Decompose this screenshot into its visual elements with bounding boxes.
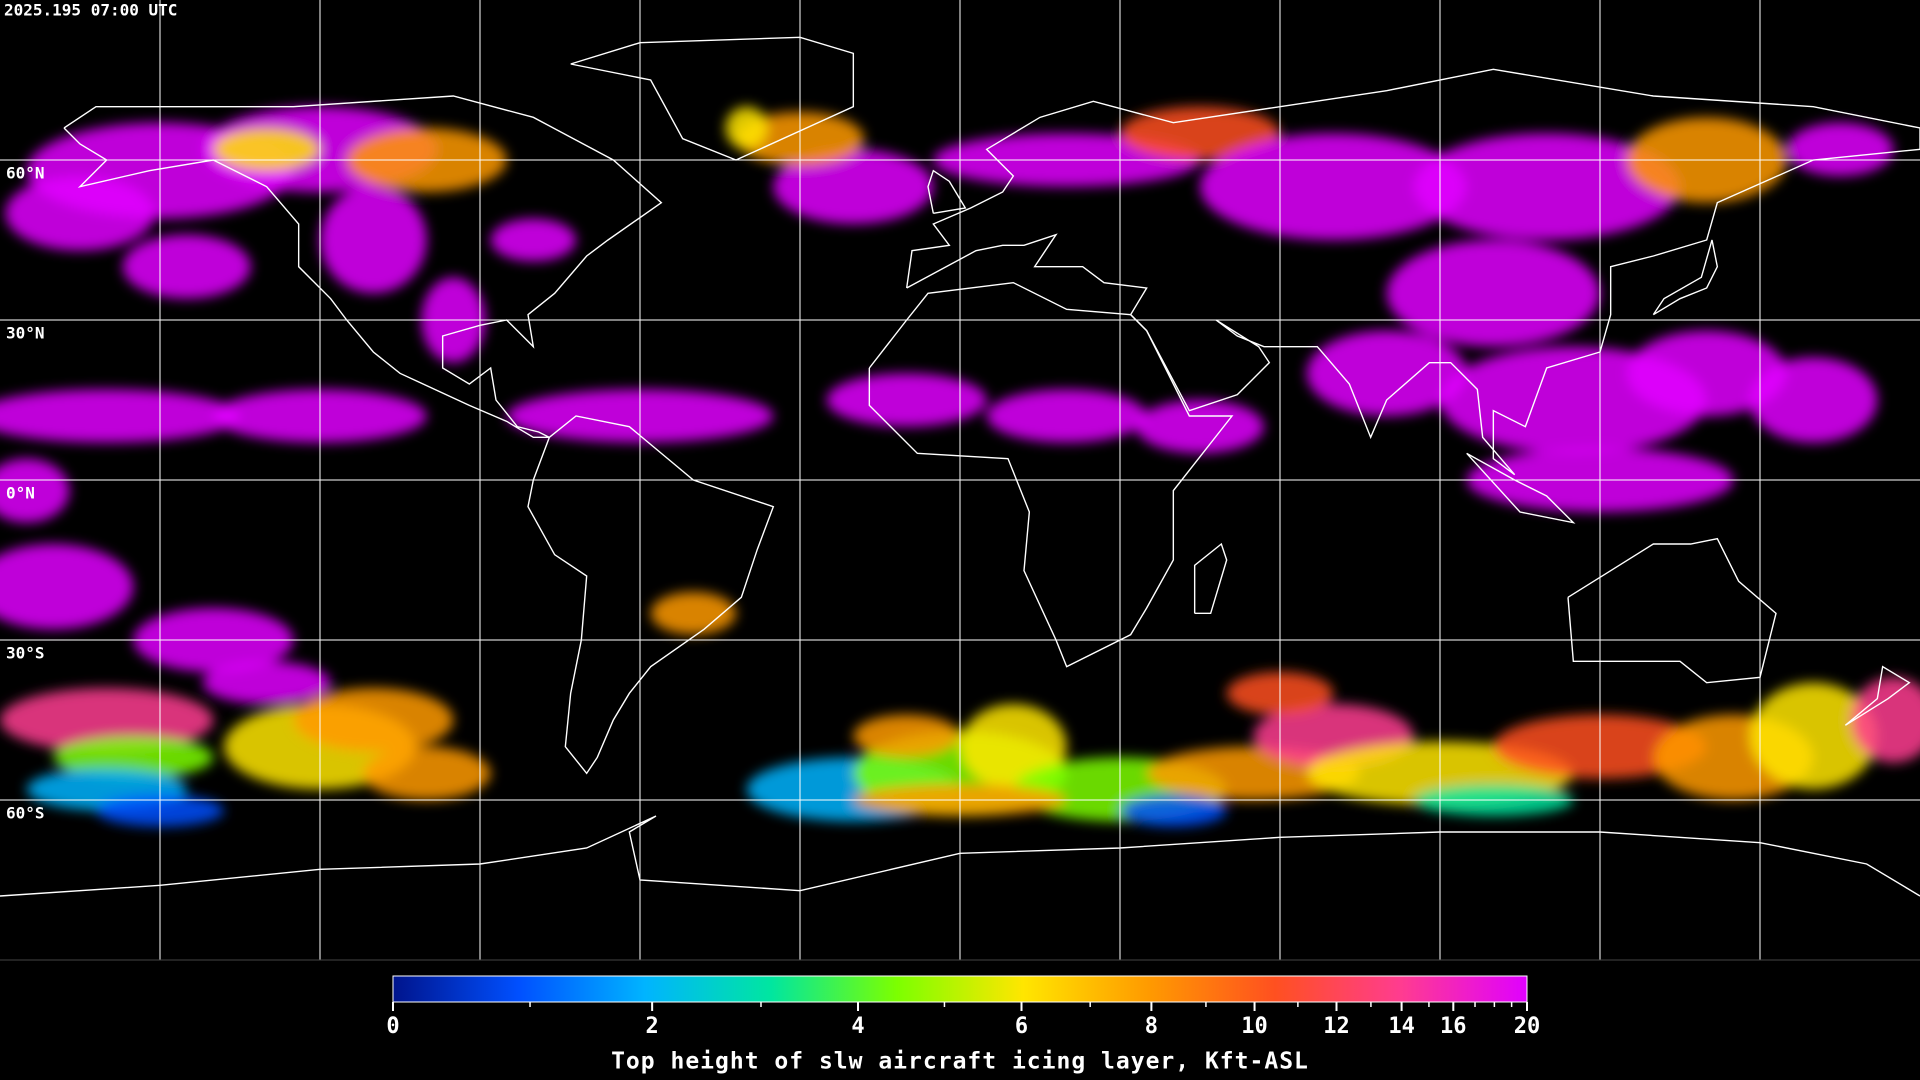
icing-cloud: [826, 373, 987, 427]
timestamp: 2025.195 07:00 UTC: [4, 1, 177, 20]
icing-cloud: [122, 234, 251, 299]
coastline: [1193, 542, 1228, 615]
icing-cloud: [1306, 330, 1467, 417]
colorbar-tick-label: 14: [1388, 1014, 1415, 1039]
icing-cloud: [202, 661, 331, 705]
colorbar-tick-label: 20: [1514, 1014, 1541, 1039]
icing-cloud: [5, 176, 155, 251]
coastline: [63, 95, 663, 439]
colorbar-tick-label: 2: [646, 1014, 659, 1039]
coastline: [1567, 537, 1777, 684]
latitude-label: 30°S: [6, 644, 45, 663]
icing-cloud: [490, 218, 576, 262]
colorbar-tick-label: 16: [1440, 1014, 1467, 1039]
icing-cloud: [320, 186, 427, 294]
icing-cloud: [1786, 122, 1894, 176]
icing-cloud: [725, 106, 769, 150]
coastline: [1844, 665, 1911, 726]
icing-cloud: [1749, 357, 1878, 443]
colorbar-tick-label: 0: [386, 1014, 399, 1039]
graticule: 60°N 30°N 0°N 30°S 60°S: [0, 0, 1920, 961]
latitude-label: 0°N: [6, 484, 35, 503]
colorbar-tick-label: 4: [851, 1014, 864, 1039]
latitude-label: 60°N: [6, 164, 45, 183]
colorbar-tick-label: 10: [1241, 1014, 1268, 1039]
colorbar-tick-label: 12: [1323, 1014, 1350, 1039]
icing-cloud: [853, 714, 961, 758]
coastline: [570, 36, 855, 161]
latitude-label: 60°S: [6, 804, 45, 823]
icing-cloud: [53, 736, 214, 779]
icing-cloud: [1850, 677, 1920, 763]
colorbar: 0 2 4 6 8 10 12 14 16 20: [386, 975, 1541, 1039]
icing-cloud: [1749, 682, 1878, 790]
icing-cloud: [650, 592, 736, 635]
icing-cloud: [960, 704, 1067, 790]
icing-cloud: [986, 389, 1147, 443]
icing-cloud: [0, 389, 240, 443]
colorbar-tick-label: 6: [1015, 1014, 1028, 1039]
icing-cloud: [1136, 400, 1264, 454]
latitude-label: 30°N: [6, 324, 45, 343]
coastline: [527, 415, 775, 775]
coastline: [1466, 452, 1576, 524]
icing-cloud: [362, 746, 491, 800]
coastline: [1652, 239, 1719, 316]
icing-cloud: [293, 688, 454, 752]
icing-cloud: [0, 544, 134, 630]
colorbar-title: Top height of slw aircraft icing layer, …: [611, 1049, 1309, 1075]
icing-cloud: [1626, 330, 1787, 417]
icing-cloud: [0, 458, 70, 523]
icing-cloud: [1120, 794, 1227, 827]
icing-cloud: [1386, 240, 1601, 347]
icing-cloud: [1120, 106, 1280, 160]
icing-field: [0, 106, 1920, 827]
colorbar-ramp: [392, 975, 1528, 1003]
icing-cloud: [213, 127, 320, 171]
coastline: [868, 281, 1234, 668]
icing-cloud: [773, 149, 934, 224]
colorbar-tick-label: 8: [1145, 1014, 1158, 1039]
